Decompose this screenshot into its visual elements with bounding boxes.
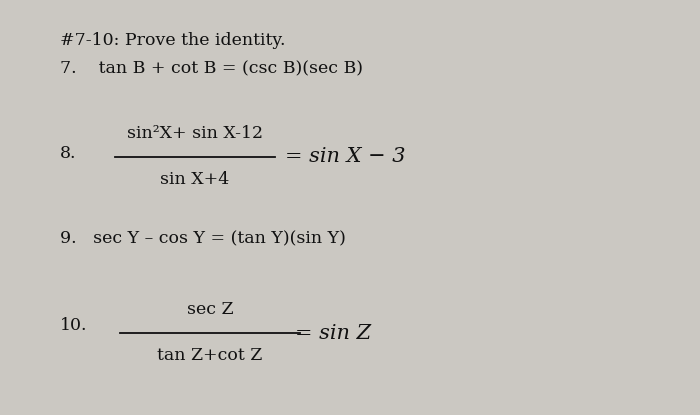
- Text: 7.    tan B + cot B = (csc B)(sec B): 7. tan B + cot B = (csc B)(sec B): [60, 60, 363, 77]
- Text: sin X+4: sin X+4: [160, 171, 230, 188]
- Text: sin²X+ sin X-12: sin²X+ sin X-12: [127, 124, 263, 142]
- Text: 8.: 8.: [60, 144, 76, 161]
- Text: sec Z: sec Z: [187, 302, 233, 318]
- Text: 9.   sec Y – cos Y = (tan Y)(sin Y): 9. sec Y – cos Y = (tan Y)(sin Y): [60, 230, 346, 247]
- Text: = sin Z: = sin Z: [295, 324, 371, 342]
- Text: #7-10: Prove the identity.: #7-10: Prove the identity.: [60, 32, 286, 49]
- Text: 10.: 10.: [60, 317, 88, 334]
- Text: tan Z+cot Z: tan Z+cot Z: [158, 347, 262, 364]
- Text: = sin X − 3: = sin X − 3: [285, 147, 405, 166]
